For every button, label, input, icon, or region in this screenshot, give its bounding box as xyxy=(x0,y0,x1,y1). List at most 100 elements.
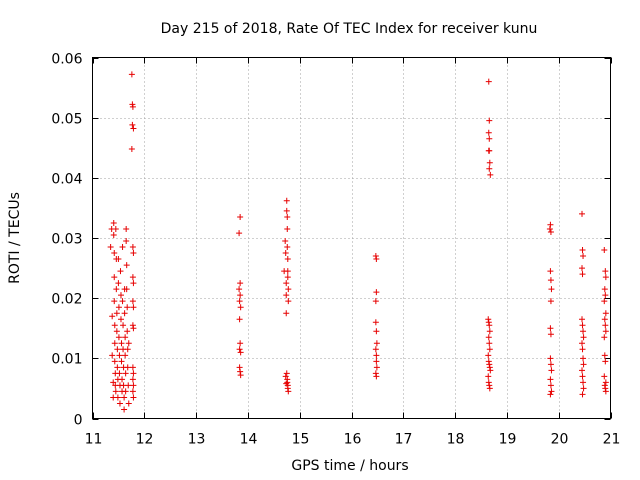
x-tick-label: 14 xyxy=(240,432,258,448)
x-tick-label: 17 xyxy=(395,432,413,448)
data-point xyxy=(373,289,380,296)
data-point xyxy=(129,364,136,371)
data-point xyxy=(125,400,132,407)
data-point xyxy=(125,382,132,389)
data-point xyxy=(602,268,609,275)
data-point xyxy=(373,358,380,365)
data-point xyxy=(547,361,554,368)
data-points xyxy=(107,71,609,413)
data-point xyxy=(124,304,131,311)
data-point xyxy=(486,361,493,368)
data-point xyxy=(129,121,136,128)
data-point xyxy=(122,334,129,341)
data-point xyxy=(129,244,136,251)
data-point xyxy=(129,103,136,110)
x-tick-label: 16 xyxy=(344,432,362,448)
data-point xyxy=(109,352,116,359)
data-point xyxy=(580,334,587,341)
data-point xyxy=(117,268,124,275)
data-point xyxy=(485,129,492,136)
data-point xyxy=(283,280,290,287)
data-point xyxy=(601,298,608,305)
data-point xyxy=(115,256,122,263)
data-point xyxy=(114,346,121,353)
data-point xyxy=(602,379,609,386)
data-point xyxy=(486,340,493,347)
data-point xyxy=(487,367,494,374)
data-point xyxy=(111,250,118,257)
data-point xyxy=(110,379,117,386)
data-point xyxy=(580,385,587,392)
data-point xyxy=(372,346,379,353)
data-point xyxy=(547,277,554,284)
data-point xyxy=(485,379,492,386)
data-point xyxy=(121,394,128,401)
data-point xyxy=(283,380,290,387)
x-axis-label: GPS time / hours xyxy=(291,458,408,474)
data-point xyxy=(130,125,137,132)
data-point xyxy=(579,340,586,347)
data-point xyxy=(113,310,120,317)
data-point xyxy=(579,265,586,272)
data-point xyxy=(116,370,123,377)
data-point xyxy=(237,304,244,311)
data-point xyxy=(236,230,243,237)
data-point xyxy=(547,382,554,389)
data-point xyxy=(123,262,130,269)
data-point xyxy=(110,231,117,238)
data-point xyxy=(485,316,492,323)
data-point xyxy=(601,316,608,323)
data-point xyxy=(373,340,380,347)
data-point xyxy=(547,298,554,305)
data-point xyxy=(486,328,493,335)
data-point xyxy=(282,238,289,245)
data-point xyxy=(580,361,587,368)
data-point xyxy=(485,319,492,326)
data-point xyxy=(237,368,244,375)
data-point xyxy=(236,286,243,293)
data-point xyxy=(107,244,114,251)
data-point xyxy=(129,322,136,329)
data-point xyxy=(486,147,493,154)
y-tick-label: 0 xyxy=(74,413,83,429)
data-point xyxy=(122,388,129,395)
x-tick-labels: 11 12 13 14 15 16 17 18 19 20 21 xyxy=(85,432,621,448)
data-point xyxy=(547,331,554,338)
data-point xyxy=(601,382,608,389)
y-tick-label: 0.02 xyxy=(51,292,82,308)
data-point xyxy=(601,286,608,293)
data-point xyxy=(485,358,492,365)
data-point xyxy=(602,385,609,392)
data-point xyxy=(282,373,289,380)
data-point xyxy=(237,280,244,287)
data-point xyxy=(121,406,128,413)
data-point xyxy=(373,352,380,359)
data-point xyxy=(129,274,136,281)
data-point xyxy=(547,228,554,235)
data-point xyxy=(372,370,379,377)
data-point xyxy=(486,135,493,142)
y-axis-label: ROTI / TECUs xyxy=(7,192,23,284)
data-point xyxy=(548,286,555,293)
x-tick-label: 18 xyxy=(447,432,465,448)
data-point xyxy=(120,322,127,329)
data-point xyxy=(110,219,117,226)
axis-ticks xyxy=(92,57,612,420)
data-point xyxy=(117,292,124,299)
data-point xyxy=(284,256,291,263)
data-point xyxy=(237,340,244,347)
data-point xyxy=(486,165,493,172)
data-point xyxy=(579,210,586,217)
data-point xyxy=(117,316,124,323)
x-tick-label: 13 xyxy=(188,432,206,448)
x-tick-label: 19 xyxy=(499,432,517,448)
y-tick-labels: 0 0.01 0.02 0.03 0.04 0.05 0.06 xyxy=(51,52,82,429)
data-point xyxy=(601,247,608,254)
data-point xyxy=(122,370,129,377)
data-point xyxy=(123,225,130,232)
data-point xyxy=(130,280,137,287)
data-point xyxy=(118,358,125,365)
data-point xyxy=(486,117,493,124)
data-point xyxy=(236,364,243,371)
